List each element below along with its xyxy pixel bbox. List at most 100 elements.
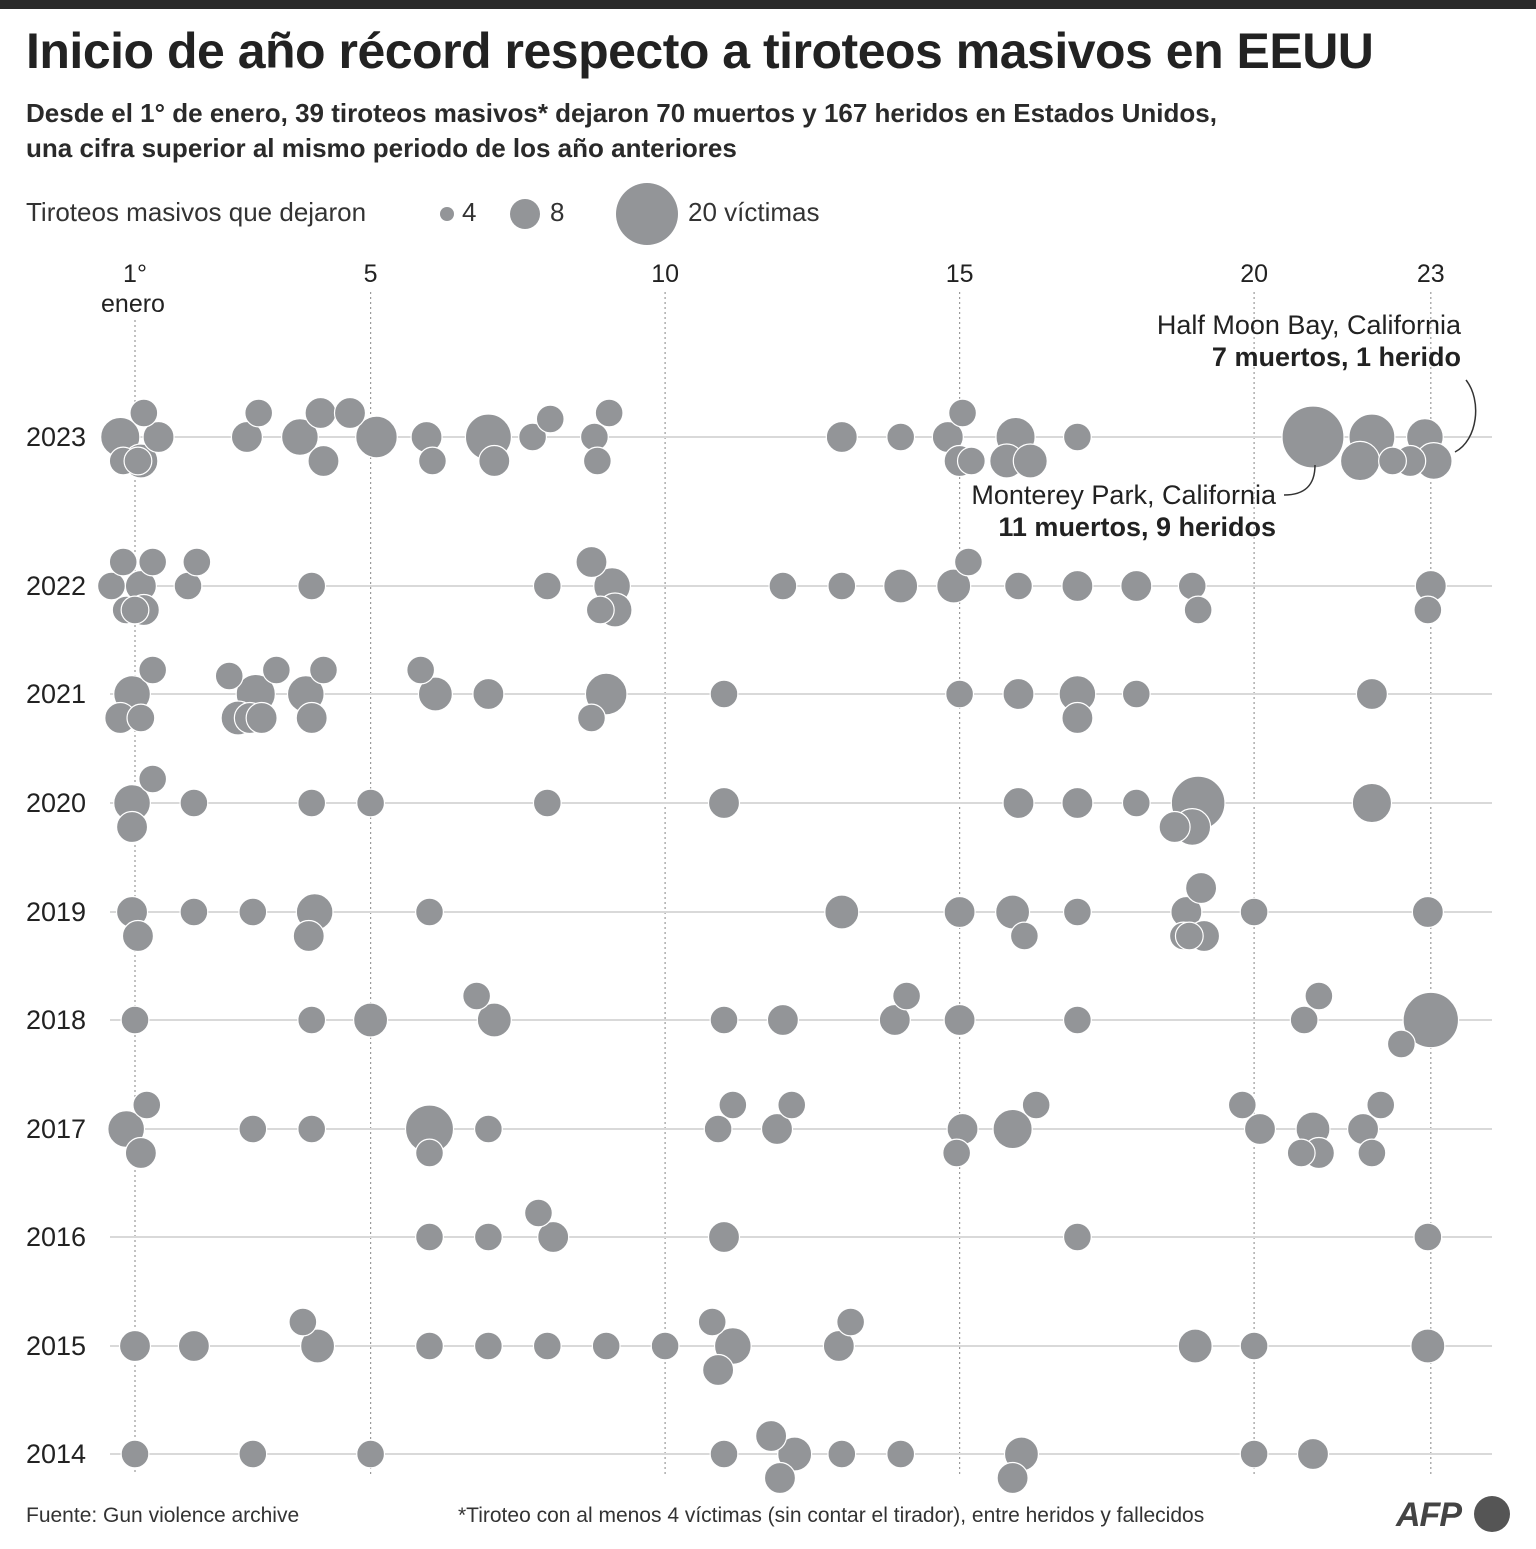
bubble-2017-16 <box>1227 1090 1257 1120</box>
bubble-2023-10 <box>307 444 340 478</box>
bubble-2022-22 <box>1120 569 1153 603</box>
afp-logo-text: AFP <box>1396 1496 1462 1534</box>
subtitle-line-2: una cifra superior al mismo periodo de l… <box>26 133 737 163</box>
subtitle-line-1: Desde el 1° de enero, 39 tiroteos masivo… <box>26 98 1217 128</box>
bubble-2019-17 <box>1239 897 1269 927</box>
bubble-2020-9 <box>1061 786 1094 820</box>
bubble-2017-2 <box>132 1090 162 1120</box>
bubble-2017-17 <box>1243 1112 1277 1146</box>
bubble-2017-1 <box>124 1136 157 1170</box>
bubble-2017-4 <box>297 1114 327 1144</box>
x-tick-label-23: 23 <box>1417 260 1445 288</box>
bubble-2014-4 <box>755 1419 788 1453</box>
bubble-2020-11 <box>1158 810 1191 844</box>
bubble-2022-24 <box>1183 595 1213 625</box>
bubble-2022-0 <box>96 571 126 601</box>
bubble-2023-18 <box>535 404 565 434</box>
bubble-2022-20 <box>1004 571 1033 601</box>
bubble-2020-0 <box>115 810 149 844</box>
legend-text-8: 8 <box>550 197 565 227</box>
bubble-2021-19 <box>945 679 975 709</box>
bubble-2021-24 <box>1355 677 1389 711</box>
bubble-2020-7 <box>707 786 741 820</box>
bubble-2018-13 <box>1386 1029 1416 1059</box>
bubble-2023-11 <box>333 396 367 430</box>
bubble-2016-6 <box>1413 1222 1443 1252</box>
bubble-2021-14 <box>417 676 453 712</box>
bubble-2017-14 <box>992 1108 1033 1150</box>
year-label-2020: 2020 <box>26 788 86 818</box>
bubble-2017-10 <box>760 1112 794 1146</box>
bubble-2014-9 <box>996 1461 1029 1495</box>
bubble-2023-17 <box>518 422 548 452</box>
bubble-2019-11 <box>1062 897 1092 927</box>
bubble-2017-9 <box>718 1090 748 1120</box>
bubble-2020-4 <box>297 788 327 818</box>
bubble-2015-15 <box>1239 1331 1269 1361</box>
bubble-2015-4 <box>415 1331 444 1361</box>
bubble-2019-8 <box>943 895 976 929</box>
bubble-2018-6 <box>766 1003 800 1037</box>
bubble-2022-15 <box>768 571 798 601</box>
bubble-2018-8 <box>892 981 922 1011</box>
bubble-2015-13 <box>836 1307 866 1337</box>
afp-logo-dot-icon <box>1474 1496 1510 1532</box>
year-label-2019: 2019 <box>26 897 86 927</box>
bubble-2023-31 <box>1062 422 1092 452</box>
bubble-2022-8 <box>182 547 212 577</box>
bubble-2023-4 <box>129 398 159 428</box>
annotation-monterey-park-place: Monterey Park, California <box>971 480 1277 510</box>
bubble-2023-19 <box>579 422 609 452</box>
bubble-2014-8 <box>886 1439 916 1469</box>
bubble-2020-2 <box>138 764 168 794</box>
bubble-2020-3 <box>179 788 209 818</box>
bubble-2019-15 <box>1184 871 1218 905</box>
bubble-2015-8 <box>650 1331 680 1361</box>
afp-logo: AFP <box>1396 1494 1516 1538</box>
bubble-2017-8 <box>703 1114 733 1144</box>
bubble-2019-6 <box>415 897 444 927</box>
bubble-2015-14 <box>1177 1328 1213 1364</box>
bubble-2022-16 <box>827 571 857 601</box>
bubble-2020-5 <box>356 788 386 818</box>
bubble-2017-5 <box>415 1138 444 1168</box>
bubble-2015-3 <box>300 1328 336 1364</box>
bubble-2018-5 <box>709 1005 739 1035</box>
bubble-2021-9 <box>261 655 291 685</box>
annotation-half-moon-bay-place: Half Moon Bay, California <box>1157 310 1462 340</box>
bubble-2017-22 <box>1357 1138 1387 1168</box>
top-bar <box>0 0 1536 9</box>
bubble-2021-18 <box>709 679 739 709</box>
bubble-2023-23 <box>886 422 916 452</box>
year-label-2016: 2016 <box>26 1222 86 1252</box>
annotation-half-moon-bay-leader <box>1454 379 1477 453</box>
bubble-2016-0 <box>415 1222 444 1252</box>
size-legend: Tiroteos masivos que dejaron 4 8 20 víct… <box>26 182 926 246</box>
bubble-2023-35 <box>1378 446 1407 476</box>
bubble-2018-11 <box>1289 1005 1319 1035</box>
legend-dot-8 <box>510 199 540 229</box>
bubble-2015-10 <box>702 1353 735 1387</box>
bubble-2014-12 <box>1296 1437 1330 1471</box>
bubble-2014-7 <box>827 1439 857 1469</box>
bubble-2019-7 <box>824 894 860 930</box>
x-tick-label-5: 5 <box>364 260 378 288</box>
bubble-2018-3 <box>462 981 492 1011</box>
bubble-2023-26 <box>948 398 978 428</box>
bubble-2019-18 <box>1411 895 1444 929</box>
bubble-2021-15 <box>472 677 505 711</box>
legend-text-20: 20 víctimas <box>688 197 820 227</box>
bubble-2015-16 <box>1410 1328 1446 1364</box>
bubble-2017-15 <box>1021 1090 1051 1120</box>
source-text: Fuente: Gun violence archive <box>26 1504 300 1527</box>
bubble-2016-5 <box>1062 1222 1092 1252</box>
bubble-2017-3 <box>238 1114 268 1144</box>
bubble-2021-16 <box>577 703 606 733</box>
chart-title: Inicio de año récord respecto a tiroteos… <box>26 23 1374 79</box>
bubble-2016-2 <box>524 1198 553 1228</box>
bubble-2020-8 <box>1002 786 1035 820</box>
legend-dot-4 <box>440 207 454 221</box>
bubble-2022-18 <box>936 568 972 604</box>
bubble-2015-12 <box>822 1329 855 1363</box>
